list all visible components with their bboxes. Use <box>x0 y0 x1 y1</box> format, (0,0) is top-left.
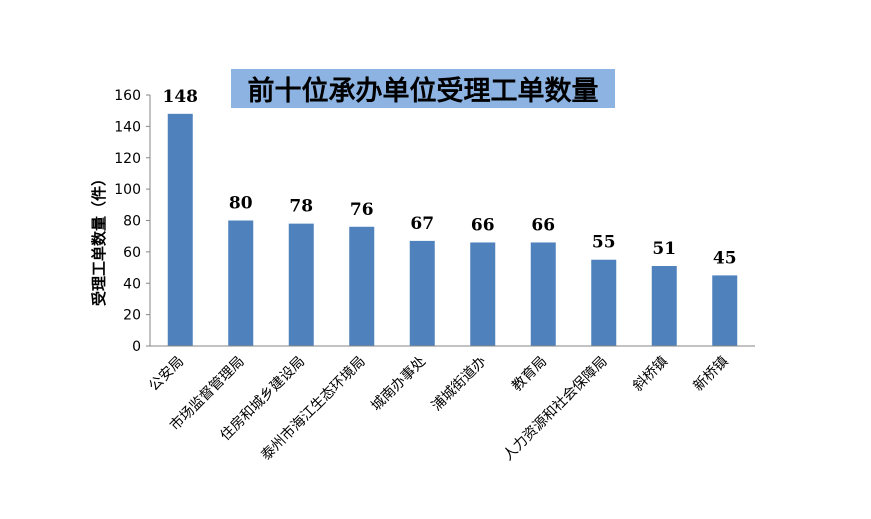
bar <box>167 113 193 346</box>
bar <box>349 226 375 346</box>
data-labels: 148 80 78 76 67 66 66 55 51 45 <box>163 87 737 269</box>
bars <box>167 113 738 346</box>
category-label: 泰州市海江生态环境局 <box>258 353 369 464</box>
y-tick-label: 60 <box>123 245 141 261</box>
data-label: 45 <box>713 248 737 268</box>
category-label: 新桥镇 <box>691 354 732 395</box>
category-label: 浦城街道办 <box>429 354 490 415</box>
bar <box>712 275 738 346</box>
data-label: 55 <box>592 233 616 253</box>
data-label: 78 <box>289 197 313 217</box>
category-label: 人力资源和社会保障局 <box>500 354 610 464</box>
data-label: 51 <box>652 239 676 259</box>
y-axis-ticks: 0 20 40 60 80 100 120 140 160 <box>114 88 150 355</box>
chart-title: 前十位承办单位受理工单数量 <box>231 69 615 108</box>
bar <box>470 242 496 346</box>
y-tick-label: 100 <box>114 182 141 198</box>
y-axis-title: 受理工单数量（件） <box>90 171 108 306</box>
data-label: 66 <box>471 215 495 235</box>
category-label: 公安局 <box>146 354 187 395</box>
data-label: 148 <box>163 87 199 107</box>
category-label: 斜桥镇 <box>630 354 671 395</box>
category-label: 教育局 <box>509 354 550 395</box>
bar <box>591 259 617 346</box>
y-tick-label: 140 <box>114 119 141 135</box>
bar <box>530 242 556 346</box>
y-tick-label: 160 <box>114 88 141 104</box>
data-label: 66 <box>531 215 555 235</box>
y-tick-label: 80 <box>123 214 141 230</box>
y-tick-label: 40 <box>123 276 141 292</box>
bar <box>228 220 254 346</box>
data-label: 67 <box>410 214 434 234</box>
bar <box>288 223 314 346</box>
data-label: 80 <box>229 194 253 214</box>
category-label: 城南办事处 <box>368 354 429 415</box>
y-tick-label: 20 <box>123 308 141 324</box>
bar <box>409 240 435 346</box>
data-label: 76 <box>350 200 374 220</box>
y-tick-label: 120 <box>114 151 141 167</box>
bar <box>651 265 677 346</box>
y-tick-label: 0 <box>132 339 141 355</box>
